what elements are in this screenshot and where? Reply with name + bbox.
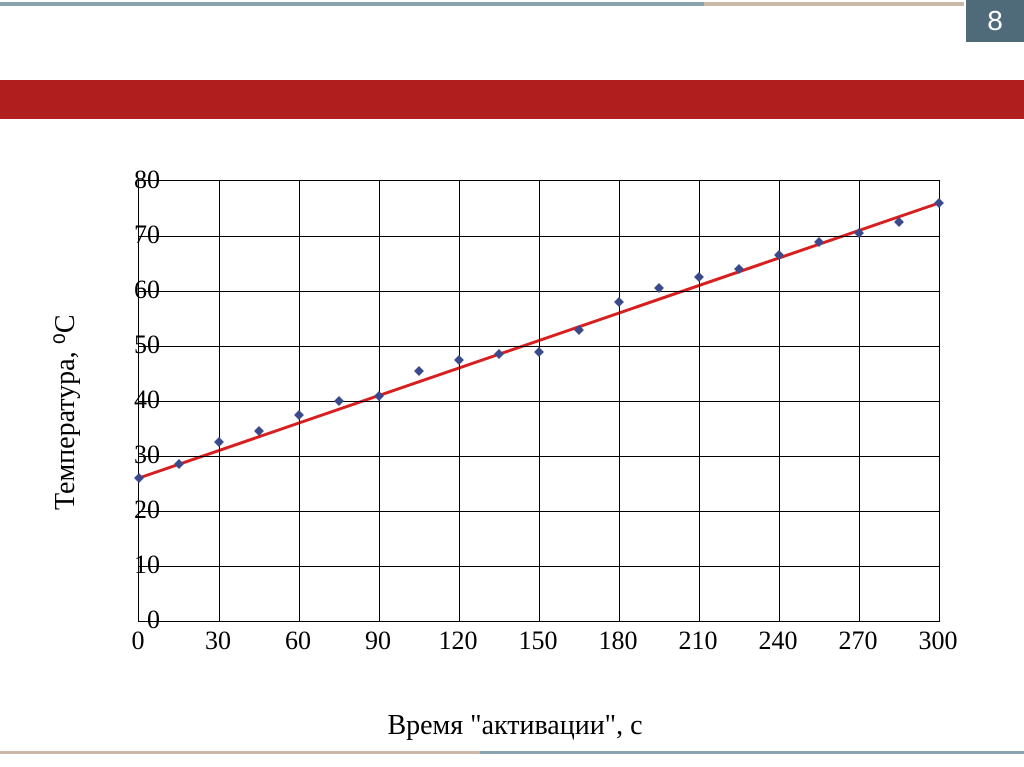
y-axis-label: Температура, ⁰С bbox=[48, 315, 82, 511]
x-tick-label: 90 bbox=[365, 626, 391, 656]
grid-line-horizontal bbox=[139, 456, 939, 457]
bottom-bar-right bbox=[480, 751, 1024, 754]
x-tick-label: 210 bbox=[679, 626, 718, 656]
x-tick-label: 150 bbox=[519, 626, 558, 656]
grid-line-horizontal bbox=[139, 291, 939, 292]
x-tick-label: 240 bbox=[759, 626, 798, 656]
grid-line-horizontal bbox=[139, 401, 939, 402]
x-axis-label: Время "активации", с bbox=[60, 710, 970, 742]
grid-line-horizontal bbox=[139, 511, 939, 512]
chart-container: Температура, ⁰С Время "активации", с 030… bbox=[60, 170, 970, 690]
y-tick-label: 10 bbox=[112, 550, 160, 580]
page-number: 8 bbox=[987, 5, 1003, 37]
x-tick-label: 180 bbox=[599, 626, 638, 656]
chart-title: Зависимость изменения температуры от вре… bbox=[0, 80, 1024, 119]
top-decorative-stripe bbox=[0, 0, 1024, 14]
slide: 8 Зависимость изменения температуры от в… bbox=[0, 0, 1024, 767]
top-bar-right bbox=[704, 2, 964, 6]
x-tick-label: 300 bbox=[919, 626, 958, 656]
y-tick-label: 20 bbox=[112, 495, 160, 525]
grid-line-horizontal bbox=[139, 566, 939, 567]
plot-area bbox=[138, 180, 940, 622]
y-tick-label: 40 bbox=[112, 385, 160, 415]
y-tick-label: 70 bbox=[112, 220, 160, 250]
x-tick-label: 60 bbox=[285, 626, 311, 656]
bottom-bar-left bbox=[0, 751, 480, 754]
y-tick-label: 80 bbox=[112, 165, 160, 195]
y-tick-label: 60 bbox=[112, 275, 160, 305]
y-tick-label: 50 bbox=[112, 330, 160, 360]
x-tick-label: 270 bbox=[839, 626, 878, 656]
x-tick-label: 120 bbox=[439, 626, 478, 656]
y-tick-label: 0 bbox=[112, 605, 160, 635]
y-tick-label: 30 bbox=[112, 440, 160, 470]
x-tick-label: 30 bbox=[205, 626, 231, 656]
page-number-badge: 8 bbox=[966, 0, 1024, 42]
bottom-decorative-stripe bbox=[0, 749, 1024, 757]
